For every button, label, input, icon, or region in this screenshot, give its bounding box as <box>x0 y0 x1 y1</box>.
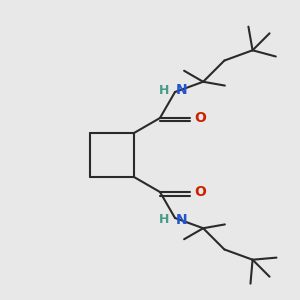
Text: H: H <box>159 83 169 97</box>
Text: N: N <box>176 83 188 97</box>
Text: O: O <box>194 185 206 199</box>
Text: O: O <box>194 111 206 125</box>
Text: N: N <box>176 213 188 227</box>
Text: H: H <box>159 214 169 226</box>
